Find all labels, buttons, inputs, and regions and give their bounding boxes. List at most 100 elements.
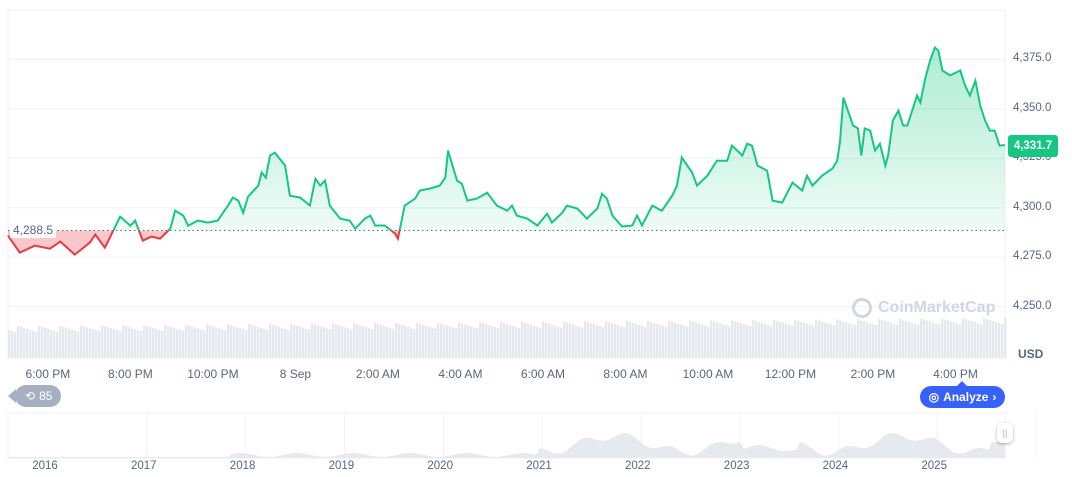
volume-bar: [881, 319, 884, 358]
volume-bar: [602, 327, 605, 358]
volume-bar: [788, 324, 791, 358]
volume-bar: [890, 322, 893, 358]
volume-bar: [962, 318, 965, 358]
volume-bar: [524, 322, 527, 358]
volume-bar: [767, 324, 770, 358]
volume-bar: [536, 326, 539, 358]
volume-bar: [542, 321, 545, 358]
x-tick-label: 2:00 PM: [850, 367, 896, 381]
navigator-year-label: 2018: [229, 460, 256, 472]
volume-bar: [176, 328, 179, 358]
volume-bar: [62, 326, 65, 358]
volume-bar: [335, 324, 338, 358]
volume-bar: [497, 328, 500, 358]
volume-bar: [404, 325, 407, 358]
volume-bar: [968, 320, 971, 358]
volume-bar: [56, 331, 59, 358]
x-tick-label: 2:00 AM: [355, 367, 400, 381]
volume-bar: [926, 320, 929, 358]
volume-bar: [809, 324, 812, 358]
volume-bar: [986, 319, 989, 358]
volume-bar: [164, 324, 167, 358]
volume-bar: [299, 326, 302, 358]
volume-bar: [107, 327, 110, 358]
volume-bar: [311, 323, 314, 358]
volume-bar: [233, 326, 236, 358]
volume-bar: [47, 328, 50, 358]
volume-bar: [128, 327, 131, 358]
volume-bar: [476, 328, 479, 358]
volume-bar: [122, 325, 125, 358]
volume-bar: [77, 331, 80, 358]
volume-bar: [350, 329, 353, 358]
volume-bar: [29, 329, 32, 358]
volume-bar: [59, 325, 62, 358]
watermark: CoinMarketCap: [852, 298, 995, 318]
volume-bar: [260, 327, 263, 358]
volume-bar: [152, 327, 155, 358]
volume-bar: [887, 321, 890, 358]
volume-bar: [686, 326, 689, 358]
x-tick-label: 8 Sep: [279, 367, 312, 381]
volume-bar: [947, 320, 950, 358]
volume-bar: [944, 319, 947, 358]
volume-bar: [821, 321, 824, 358]
volume-bar: [590, 323, 593, 358]
x-tick-label: 4:00 PM: [933, 367, 978, 381]
volume-bar: [923, 319, 926, 358]
volume-bar: [863, 321, 866, 358]
navigator-year-label: 2024: [822, 460, 849, 472]
volume-bar: [416, 322, 419, 358]
volume-bar: [683, 325, 686, 358]
range-navigator[interactable]: [7, 412, 1037, 459]
volume-bar: [704, 325, 707, 358]
volume-bar: [644, 326, 647, 358]
volume-bar: [842, 321, 845, 358]
baseline-price-label: 4,288.5: [10, 222, 57, 238]
volume-bar: [431, 327, 434, 358]
volume-bar: [419, 323, 422, 358]
volume-bar: [455, 328, 458, 358]
x-tick-label: 10:00 AM: [682, 367, 734, 381]
volume-bar: [191, 326, 194, 358]
volume-bar: [908, 321, 911, 358]
volume-bar: [755, 321, 758, 358]
volume-bar: [716, 322, 719, 358]
volume-bar: [290, 323, 293, 358]
volume-bar: [392, 328, 395, 358]
volume-bar: [362, 326, 365, 358]
volume-bar: [110, 328, 113, 358]
volume-bar: [815, 319, 818, 358]
volume-bar: [68, 328, 71, 358]
volume-bar: [347, 328, 350, 358]
volume-bar: [374, 323, 377, 358]
navigator-handle[interactable]: ||: [997, 423, 1013, 443]
volume-bar: [680, 324, 683, 358]
volume-bar: [35, 331, 38, 358]
volume-bar: [845, 322, 848, 358]
volume-bar: [8, 330, 11, 358]
volume-bar: [803, 322, 806, 358]
x-tick-label: 6:00 AM: [520, 367, 565, 381]
volume-bar: [326, 328, 329, 358]
volume-bar: [836, 319, 839, 358]
volume-bar: [380, 325, 383, 358]
analyze-button[interactable]: ◎ Analyze ›: [920, 381, 1005, 408]
volume-bar: [473, 327, 476, 358]
volume-bar: [50, 329, 53, 358]
volume-bar: [41, 326, 44, 358]
volume-bar: [341, 326, 344, 358]
volume-bar: [269, 323, 272, 358]
volume-bar: [752, 320, 755, 358]
volume-bar: [338, 325, 341, 358]
history-badge[interactable]: ⟲ 85: [7, 385, 62, 407]
volume-bar: [959, 324, 962, 358]
volume-bar: [503, 323, 506, 358]
volume-bar: [194, 327, 197, 358]
volume-bar: [428, 326, 431, 358]
volume-bar: [725, 325, 728, 358]
volume-bar: [281, 327, 284, 358]
volume-bar: [386, 326, 389, 358]
